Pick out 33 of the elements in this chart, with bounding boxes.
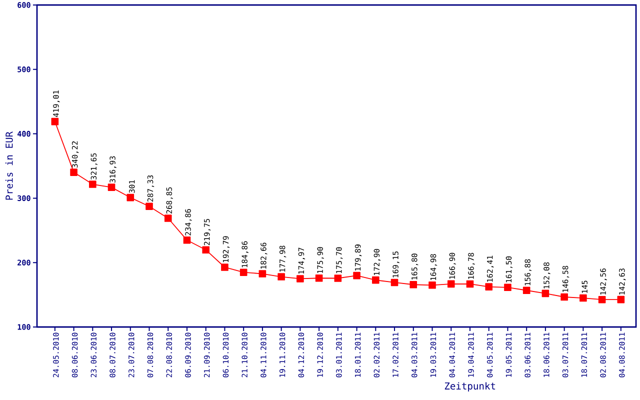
point	[580, 294, 587, 302]
point	[240, 268, 248, 276]
point	[390, 278, 398, 286]
point	[447, 280, 455, 288]
point	[258, 270, 266, 278]
point	[221, 264, 228, 271]
point	[146, 202, 153, 210]
point	[504, 284, 512, 292]
point	[466, 280, 474, 288]
point	[560, 293, 568, 301]
point	[278, 273, 285, 280]
point	[315, 274, 323, 282]
point	[89, 180, 96, 188]
point	[428, 282, 436, 289]
point	[334, 274, 342, 282]
point	[542, 290, 550, 298]
point	[202, 246, 210, 254]
point	[372, 276, 380, 284]
x-axis-title: Zeitpunkt	[444, 382, 496, 392]
point	[353, 272, 360, 280]
point	[51, 118, 59, 126]
y-axis-title: Preis in EUR	[5, 131, 13, 200]
point	[126, 194, 134, 202]
point	[164, 214, 172, 222]
point	[410, 280, 418, 288]
point	[598, 296, 606, 304]
point	[108, 184, 116, 191]
point	[485, 283, 492, 290]
point	[183, 236, 191, 244]
point	[617, 296, 625, 304]
point	[70, 168, 78, 176]
point	[522, 286, 530, 294]
point	[296, 275, 304, 282]
